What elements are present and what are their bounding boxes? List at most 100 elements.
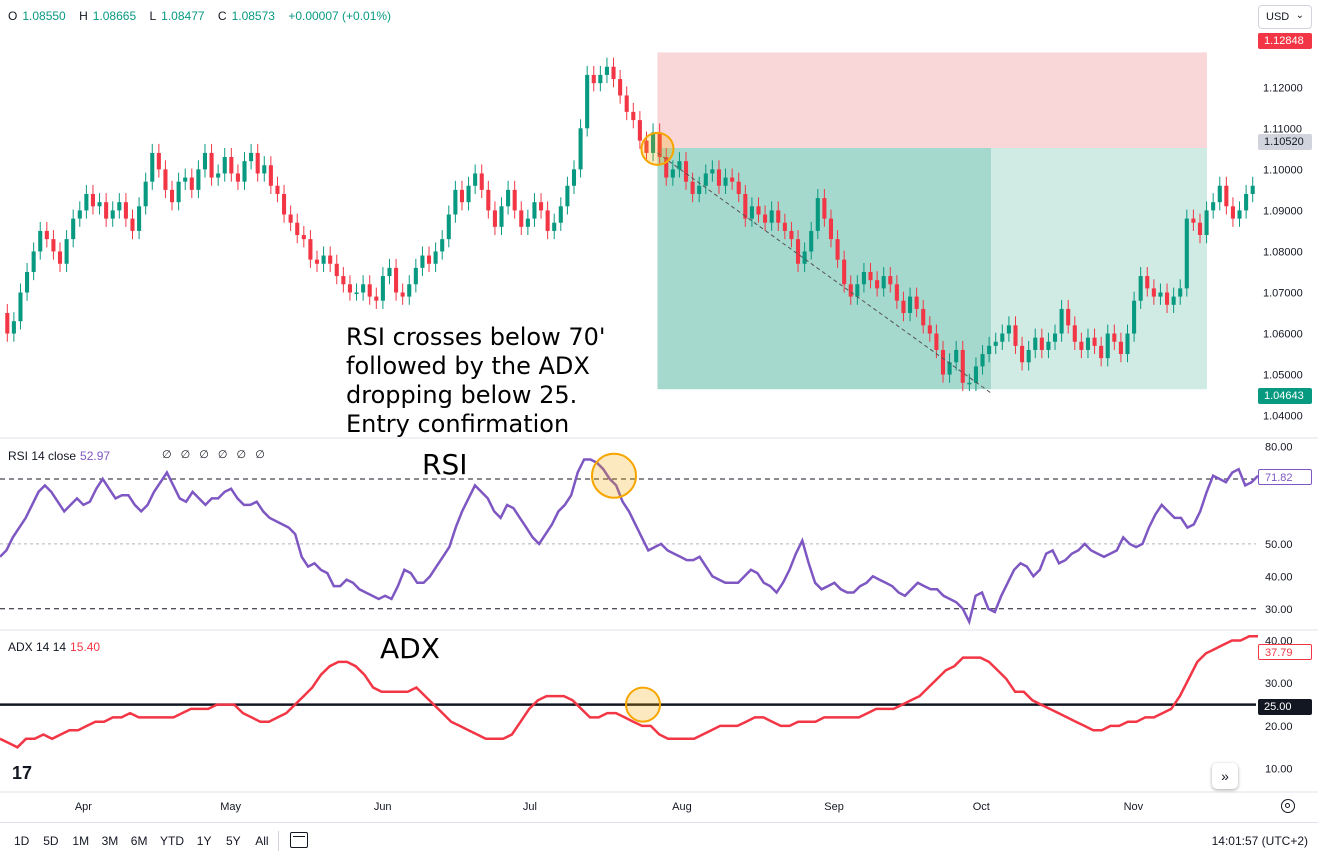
clock[interactable]: 14:01:57 (UTC+2) [1211, 834, 1308, 848]
rsi-tick-label: 80.00 [1265, 441, 1293, 453]
timeframe-button[interactable]: 3M [101, 834, 119, 848]
candle-body [1072, 325, 1077, 342]
adx-tick-label: 30.00 [1265, 678, 1293, 690]
candle-body [1079, 341, 1084, 350]
candle-body [670, 169, 675, 178]
candle-body [591, 74, 596, 84]
price-tick-label: 1.11000 [1263, 123, 1302, 135]
candle-body [57, 251, 63, 264]
timeframe-button[interactable]: 6M [130, 834, 148, 848]
candle-body [295, 222, 300, 236]
candle-body [604, 66, 609, 75]
candle-body [314, 259, 320, 264]
candle-body [380, 276, 385, 301]
calendar-icon[interactable] [290, 832, 308, 848]
candle-body [156, 152, 161, 170]
candle-body [1217, 185, 1222, 203]
candle-body [1224, 185, 1229, 207]
candle-body [334, 263, 339, 277]
candle-body [1006, 325, 1011, 334]
candle-body [459, 189, 465, 203]
adx-legend[interactable]: ADX 14 14 15.40 [8, 640, 101, 654]
candle-body [1112, 333, 1117, 342]
candle-body [1250, 185, 1255, 194]
candle-body [446, 214, 451, 240]
candle-body [183, 177, 188, 182]
chart-canvas[interactable]: 1.12000 1.11000 1.10000 1.09000 1.08000 1.070… [0, 0, 1318, 822]
month-tick-label: Jul [523, 801, 537, 813]
candle-body [1191, 218, 1196, 223]
candle-body [1158, 292, 1163, 297]
candle-body [835, 239, 840, 260]
timeframe-button[interactable]: 1Y [196, 834, 212, 848]
candle-body [433, 251, 438, 264]
candle-body [894, 284, 899, 301]
rsi-tick-label: 50.00 [1265, 539, 1293, 551]
candle-body [664, 157, 669, 178]
adx-line [0, 635, 1258, 749]
candle-body [97, 202, 102, 207]
timeframe-button[interactable]: All [255, 834, 269, 848]
entry-price-badge: 1.10520 [1258, 134, 1312, 150]
candle-body [354, 292, 359, 294]
candle-body [44, 230, 49, 240]
candle-body [123, 202, 128, 219]
candle-body [1046, 341, 1051, 350]
candle-body [763, 214, 768, 223]
candle-body [888, 276, 893, 285]
timeframe-button[interactable]: 1D [14, 834, 30, 848]
rsi-line [0, 458, 1259, 626]
currency-select[interactable]: USD ⌄ [1258, 5, 1312, 29]
candle-body [84, 193, 89, 211]
adx-tick-label: 10.00 [1265, 764, 1293, 776]
candle-body [1033, 337, 1038, 350]
candle-body [288, 214, 293, 223]
candle-body [651, 132, 656, 153]
adx-value-badge: 37.79 [1258, 644, 1312, 660]
candle-body [367, 284, 372, 297]
adx-level-badge: 25.00 [1258, 699, 1312, 715]
timeframe-button[interactable]: YTD [160, 834, 184, 848]
candle-body [229, 157, 234, 174]
candle-body [176, 181, 181, 203]
bottom-toolbar: 1D 5D 1M 3M 6M YTD 1Y 5Y All 14:01:57 (UTC+2) [0, 822, 1318, 861]
candle-body [275, 185, 280, 194]
timeframe-button[interactable]: 1M [72, 834, 90, 848]
price-tick-label: 1.04000 [1263, 411, 1303, 423]
candle-body [987, 345, 992, 355]
candle-body [960, 349, 965, 383]
candle-body [1118, 341, 1123, 355]
candle-body [578, 128, 583, 170]
tradingview-logo[interactable]: 17 [12, 763, 33, 783]
candle-body [1125, 333, 1130, 355]
ohlc-legend: O 1.08550 H 1.08665 L 1.08477 C 1.08573 +0.0… [8, 9, 392, 23]
gear-icon[interactable] [1281, 799, 1295, 813]
candle-body [618, 79, 623, 96]
candle-body [710, 169, 715, 174]
candle-body [1052, 333, 1058, 342]
candle-body [776, 210, 781, 223]
candle-body [683, 161, 689, 182]
candle-body [532, 202, 537, 219]
candle-body [1145, 276, 1150, 289]
candle-body [38, 230, 43, 252]
candle-body [11, 321, 16, 334]
candle-body [1099, 345, 1104, 359]
candle-body [361, 284, 366, 293]
candle-body [242, 161, 247, 182]
stop-loss-zone [657, 52, 1207, 149]
scroll-to-realtime-button[interactable]: » [1212, 763, 1238, 789]
timeframe-button[interactable]: 5Y [226, 834, 241, 848]
timeframe-button[interactable]: 5D [43, 834, 59, 848]
rsi-legend[interactable]: RSI 14 close 52.97 [8, 449, 111, 463]
candle-body [697, 185, 702, 194]
candle-body [875, 280, 880, 289]
candle-body [169, 189, 175, 203]
candle-body [321, 255, 326, 264]
candle-body [150, 152, 155, 182]
candle-body [552, 222, 557, 231]
price-tick-label: 1.05000 [1263, 370, 1303, 382]
candle-body [815, 198, 820, 231]
candle-body [1237, 210, 1242, 219]
candle-body [301, 235, 306, 240]
